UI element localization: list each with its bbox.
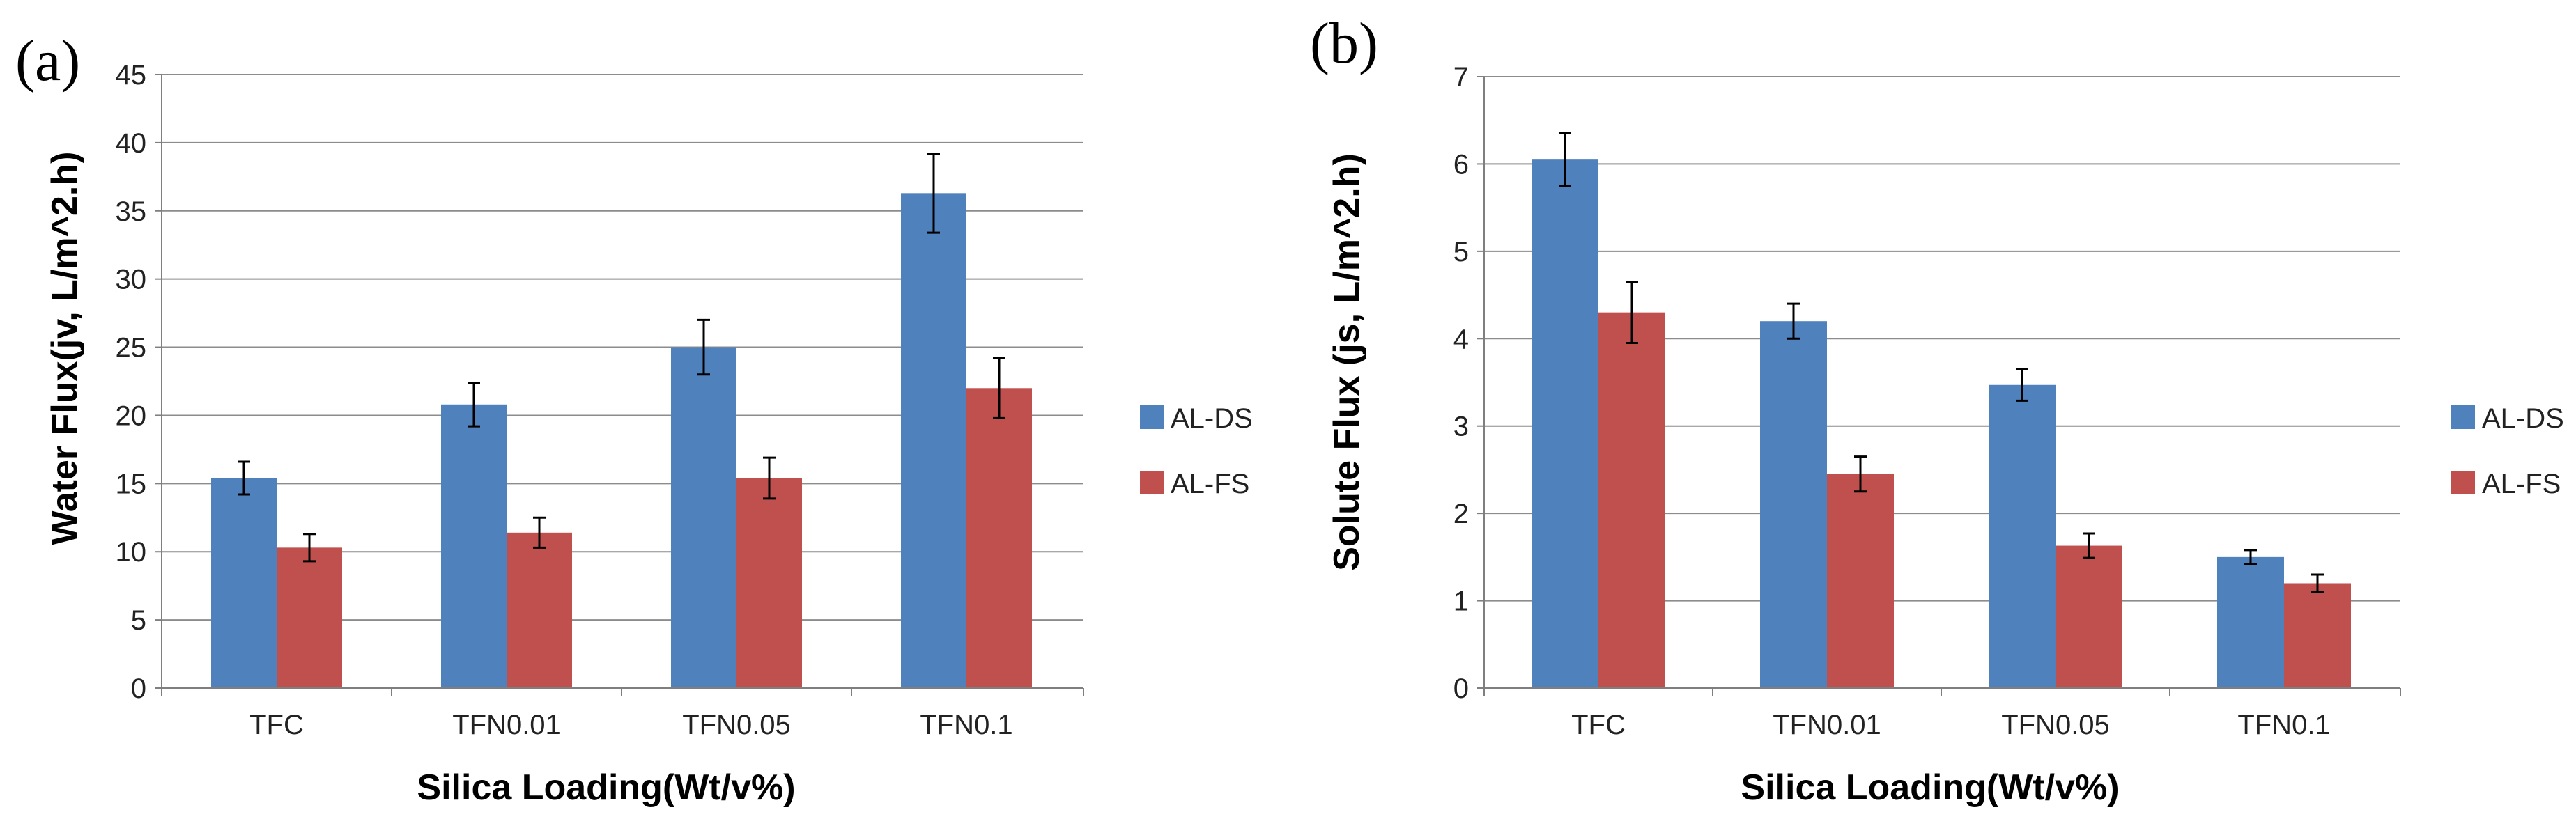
error-bar-b-al-ds-tfn0-05 [2016, 368, 2028, 402]
error-bar-b-al-fs-tfc [1626, 281, 1638, 345]
error-bar-a-al-fs-tfn0-05 [763, 456, 776, 500]
x-axis-title-a: Silica Loading(Wt/v%) [417, 767, 795, 808]
bar-b-al-ds-tfn0-01 [1760, 321, 1827, 688]
error-bar-a-al-ds-tfn0-01 [468, 381, 480, 428]
x-tick-label-a-tfn0-05: TFN0.05 [682, 710, 791, 740]
y-tick-labels-b: 0 1 2 3 4 5 6 7 [1453, 62, 1484, 704]
error-bars-b [1559, 132, 2324, 593]
error-bar-b-al-fs-tfn0-05 [2083, 532, 2095, 559]
bar-b-al-ds-tfc [1532, 159, 1598, 688]
bar-a-al-fs-tfc [277, 547, 342, 688]
legend-label-al-fs-a: AL-FS [1171, 469, 1249, 499]
x-tick-label-a-tfn0-1: TFN0.1 [920, 710, 1012, 740]
y-tick-label-a-8: 40 [116, 128, 147, 159]
y-tick-label-b-1: 1 [1453, 586, 1469, 617]
y-tick-label-b-4: 4 [1453, 324, 1469, 354]
error-bar-b-al-fs-tfn0-01 [1854, 455, 1867, 493]
y-tick-label-b-0: 0 [1453, 673, 1469, 704]
y-axis-title-a: Water Flux(jv, L/m^2.h) [45, 152, 85, 545]
error-bar-a-al-ds-tfn0-1 [927, 153, 940, 234]
y-tick-label-b-6: 6 [1453, 149, 1469, 180]
legend-b: AL-DS AL-FS [2451, 403, 2564, 499]
panel-a: (a) 0 5 10 15 20 25 30 35 40 45 TFC TFN0.01 TFN0.05… [15, 29, 1253, 808]
y-tick-label-a-1: 5 [131, 605, 146, 636]
bars-b [1532, 159, 2351, 689]
bar-b-al-fs-tfc [1598, 312, 1665, 689]
error-bar-b-al-ds-tfn0-1 [2244, 549, 2257, 565]
panel-label-a: (a) [15, 29, 80, 93]
x-tick-label-b-tfn0-05: TFN0.05 [2001, 710, 2110, 740]
y-tick-label-a-2: 10 [116, 537, 147, 568]
y-tick-label-a-0: 0 [131, 673, 146, 704]
x-tick-labels-a: TFC TFN0.01 TFN0.05 TFN0.1 [161, 688, 1084, 740]
bar-a-al-ds-tfc [211, 478, 277, 688]
legend-label-al-fs-b: AL-FS [2482, 469, 2561, 499]
x-axis-title-b: Silica Loading(Wt/v%) [1741, 767, 2119, 808]
bar-b-al-fs-tfn0-05 [2056, 545, 2122, 688]
legend-swatch-al-fs-b [2451, 471, 2475, 494]
bar-a-al-ds-tfn0-01 [441, 404, 507, 688]
bars-a [211, 193, 1032, 688]
error-bar-a-al-ds-tfc [238, 460, 250, 496]
error-bar-a-al-ds-tfn0-05 [697, 318, 710, 376]
bar-b-al-fs-tfn0-01 [1827, 474, 1894, 688]
y-tick-label-b-5: 5 [1453, 237, 1469, 267]
legend-label-al-ds-b: AL-DS [2482, 403, 2564, 434]
bar-a-al-ds-tfn0-1 [901, 193, 966, 688]
x-tick-label-b-tfn0-1: TFN0.1 [2237, 710, 2330, 740]
error-bar-a-al-fs-tfc [303, 533, 316, 563]
legend-a: AL-DS AL-FS [1140, 403, 1253, 499]
error-bar-b-al-fs-tfn0-1 [2311, 573, 2324, 593]
y-tick-labels-a: 0 5 10 15 20 25 30 35 40 45 [116, 60, 162, 704]
bar-b-al-fs-tfn0-1 [2284, 583, 2351, 688]
y-tick-label-b-7: 7 [1453, 62, 1469, 93]
y-tick-label-a-5: 25 [116, 333, 147, 364]
x-tick-label-a-tfn0-01: TFN0.01 [452, 710, 561, 740]
x-tick-labels-b: TFC TFN0.01 TFN0.05 TFN0.1 [1483, 688, 2401, 740]
bar-a-al-fs-tfn0-1 [966, 388, 1032, 688]
y-tick-label-a-9: 45 [116, 60, 147, 91]
legend-swatch-al-fs-a [1140, 471, 1164, 494]
x-tick-label-b-tfc: TFC [1571, 710, 1626, 740]
y-axis-title-b: Solute Flux (js, L/m^2.h) [1327, 153, 1367, 571]
error-bars-a [238, 153, 1005, 563]
bar-b-al-ds-tfn0-1 [2217, 556, 2284, 688]
bar-a-al-fs-tfn0-05 [736, 478, 802, 688]
x-tick-label-a-tfc: TFC [249, 710, 304, 740]
y-tick-label-a-4: 20 [116, 400, 147, 431]
error-bar-b-al-ds-tfc [1559, 132, 1571, 187]
error-bar-b-al-ds-tfn0-01 [1787, 302, 1800, 340]
y-tick-label-a-7: 35 [116, 196, 147, 227]
legend-swatch-al-ds-a [1140, 405, 1164, 429]
legend-label-al-ds-a: AL-DS [1171, 403, 1253, 434]
y-tick-label-b-3: 3 [1453, 412, 1469, 442]
error-bar-a-al-fs-tfn0-01 [533, 516, 546, 549]
panel-b: (b) 0 1 2 3 4 5 6 7 TFC TFN0.01 TFN0.05 TFN0.1 Sil… [1310, 11, 2564, 808]
error-bar-a-al-fs-tfn0-1 [993, 357, 1005, 419]
y-tick-label-a-3: 15 [116, 469, 147, 499]
x-tick-label-b-tfn0-01: TFN0.01 [1773, 710, 1881, 740]
panel-label-b: (b) [1310, 11, 1378, 76]
legend-swatch-al-ds-b [2451, 405, 2475, 429]
bar-a-al-ds-tfn0-05 [671, 347, 736, 688]
bar-a-al-fs-tfn0-01 [507, 532, 572, 688]
y-tick-label-a-6: 30 [116, 265, 147, 295]
y-tick-label-b-2: 2 [1453, 499, 1469, 529]
bar-b-al-ds-tfn0-05 [1989, 384, 2056, 688]
